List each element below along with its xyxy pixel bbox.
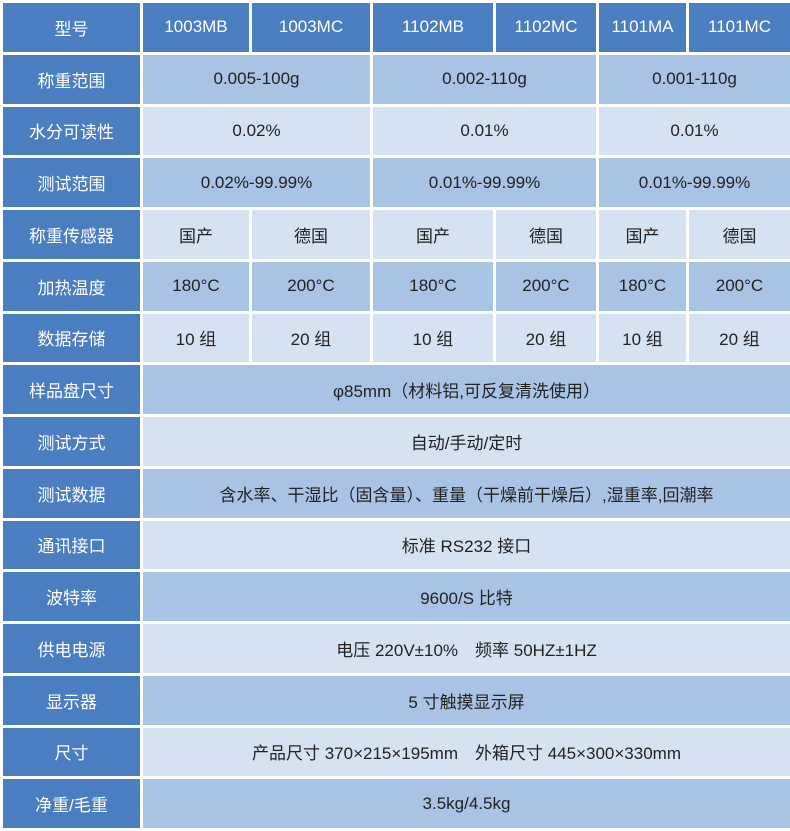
header-cell: 1102MC <box>493 0 599 55</box>
spec-cell: 国产 <box>140 207 252 262</box>
row-label: 净重/毛重 <box>0 776 143 831</box>
spec-row: 净重/毛重 3.5kg/4.5kg <box>0 776 790 831</box>
spec-cell: 电压 220V±10% 频率 50HZ±1HZ <box>140 621 790 676</box>
spec-cell: 德国 <box>493 207 599 262</box>
header-cell: 1003MC <box>249 0 373 55</box>
spec-cell: 20 组 <box>686 310 790 366</box>
row-label: 测试数据 <box>0 465 143 521</box>
row-label: 加热温度 <box>0 258 143 314</box>
spec-cell: 180°C <box>140 258 252 314</box>
spec-cell: 0.01% <box>596 103 790 159</box>
spec-row: 测试数据 含水率、干湿比（固含量）、重量（干燥前干燥后）,湿重率,回潮率 <box>0 465 790 521</box>
header-cell: 型号 <box>0 0 143 55</box>
spec-cell: 10 组 <box>370 310 496 366</box>
spec-cell: 20 组 <box>493 310 599 366</box>
spec-row: 波特率 9600/S 比特 <box>0 569 790 624</box>
spec-cell: 国产 <box>596 207 689 262</box>
spec-cell: 0.01% <box>370 103 599 159</box>
spec-row: 加热温度 180°C 200°C 180°C 200°C 180°C 200°C <box>0 258 790 314</box>
spec-cell: 180°C <box>596 258 689 314</box>
row-label: 测试范围 <box>0 155 143 210</box>
spec-row: 测试范围 0.02%-99.99% 0.01%-99.99% 0.01%-99.99% <box>0 155 790 210</box>
row-label: 通讯接口 <box>0 517 143 573</box>
row-label: 数据存储 <box>0 310 143 366</box>
spec-row: 称重范围 0.005-100g 0.002-110g 0.001-110g <box>0 51 790 107</box>
spec-cell: 200°C <box>493 258 599 314</box>
spec-row: 通讯接口 标准 RS232 接口 <box>0 517 790 573</box>
row-label: 波特率 <box>0 569 143 624</box>
spec-cell: 自动/手动/定时 <box>140 414 790 469</box>
spec-cell: φ85mm（材料铝,可反复清洗使用） <box>140 362 790 417</box>
spec-cell: 10 组 <box>596 310 689 366</box>
spec-cell: 0.002-110g <box>370 51 599 107</box>
spec-cell: 0.001-110g <box>596 51 790 107</box>
header-cell: 1102MB <box>370 0 496 55</box>
spec-cell: 德国 <box>249 207 373 262</box>
spec-cell: 标准 RS232 接口 <box>140 517 790 573</box>
spec-cell: 20 组 <box>249 310 373 366</box>
spec-cell: 德国 <box>686 207 790 262</box>
row-label: 测试方式 <box>0 414 143 469</box>
row-label: 水分可读性 <box>0 103 143 159</box>
spec-cell: 0.02%-99.99% <box>140 155 373 210</box>
spec-cell: 5 寸触摸显示屏 <box>140 672 790 728</box>
row-label: 显示器 <box>0 672 143 728</box>
spec-cell: 0.01%-99.99% <box>370 155 599 210</box>
header-cell: 1003MB <box>140 0 252 55</box>
spec-cell: 180°C <box>370 258 496 314</box>
spec-row: 称重传感器 国产 德国 国产 德国 国产 德国 <box>0 207 790 262</box>
spec-cell: 0.02% <box>140 103 373 159</box>
spec-cell: 10 组 <box>140 310 252 366</box>
row-label: 称重传感器 <box>0 207 143 262</box>
header-cell: 1101MA <box>596 0 689 55</box>
row-label: 尺寸 <box>0 724 143 780</box>
row-label: 称重范围 <box>0 51 143 107</box>
row-label: 样品盘尺寸 <box>0 362 143 417</box>
spec-cell: 200°C <box>249 258 373 314</box>
spec-cell: 0.005-100g <box>140 51 373 107</box>
row-label: 供电电源 <box>0 621 143 676</box>
spec-row: 水分可读性 0.02% 0.01% 0.01% <box>0 103 790 159</box>
header-row: 型号 1003MB 1003MC 1102MB 1102MC 1101MA 1101MC <box>0 0 790 55</box>
header-cell: 1101MC <box>686 0 790 55</box>
spec-row: 供电电源 电压 220V±10% 频率 50HZ±1HZ <box>0 621 790 676</box>
spec-cell: 200°C <box>686 258 790 314</box>
spec-cell: 9600/S 比特 <box>140 569 790 624</box>
spec-cell: 3.5kg/4.5kg <box>140 776 790 831</box>
spec-cell: 含水率、干湿比（固含量）、重量（干燥前干燥后）,湿重率,回潮率 <box>140 465 790 521</box>
spec-row: 尺寸 产品尺寸 370×215×195mm 外箱尺寸 445×300×330mm <box>0 724 790 780</box>
spec-row: 测试方式 自动/手动/定时 <box>0 414 790 469</box>
spec-row: 数据存储 10 组 20 组 10 组 20 组 10 组 20 组 <box>0 310 790 366</box>
spec-cell: 产品尺寸 370×215×195mm 外箱尺寸 445×300×330mm <box>140 724 790 780</box>
spec-cell: 0.01%-99.99% <box>596 155 790 210</box>
spec-row: 显示器 5 寸触摸显示屏 <box>0 672 790 728</box>
spec-cell: 国产 <box>370 207 496 262</box>
spec-row: 样品盘尺寸 φ85mm（材料铝,可反复清洗使用） <box>0 362 790 417</box>
